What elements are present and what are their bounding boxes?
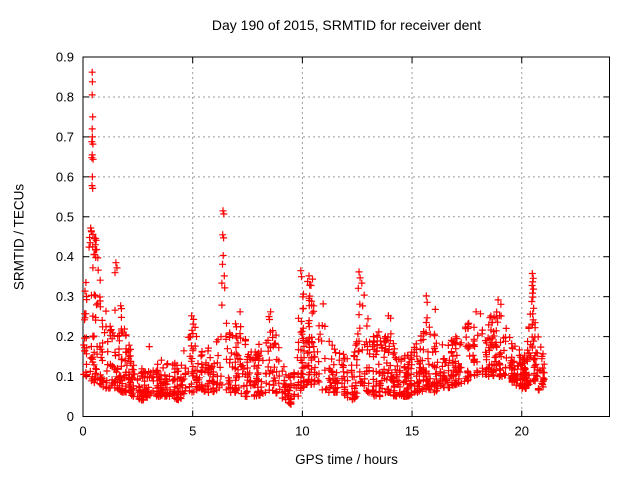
- y-tick-label: 0.3: [56, 289, 74, 304]
- y-tick-label: 0.9: [56, 50, 74, 65]
- x-tick-label: 5: [189, 424, 196, 439]
- x-tick-label: 10: [295, 424, 309, 439]
- scatter-points: [80, 68, 548, 408]
- y-tick-label: 0.4: [56, 249, 74, 264]
- x-axis-title: GPS time / hours: [295, 452, 398, 467]
- y-tick-label: 0.7: [56, 129, 74, 144]
- y-tick-label: 0.8: [56, 89, 74, 104]
- x-tick-label: 20: [515, 424, 529, 439]
- x-tick-label: 0: [79, 424, 86, 439]
- y-tick-label: 0.2: [56, 329, 74, 344]
- plot-border: [82, 56, 610, 417]
- x-tick-label: 15: [405, 424, 419, 439]
- y-tick-label: 0.5: [56, 209, 74, 224]
- y-tick-label: 0.1: [56, 369, 74, 384]
- y-tick-label: 0.6: [56, 169, 74, 184]
- y-tick-label: 0: [67, 409, 74, 424]
- chart-title: Day 190 of 2015, SRMTID for receiver den…: [211, 17, 482, 33]
